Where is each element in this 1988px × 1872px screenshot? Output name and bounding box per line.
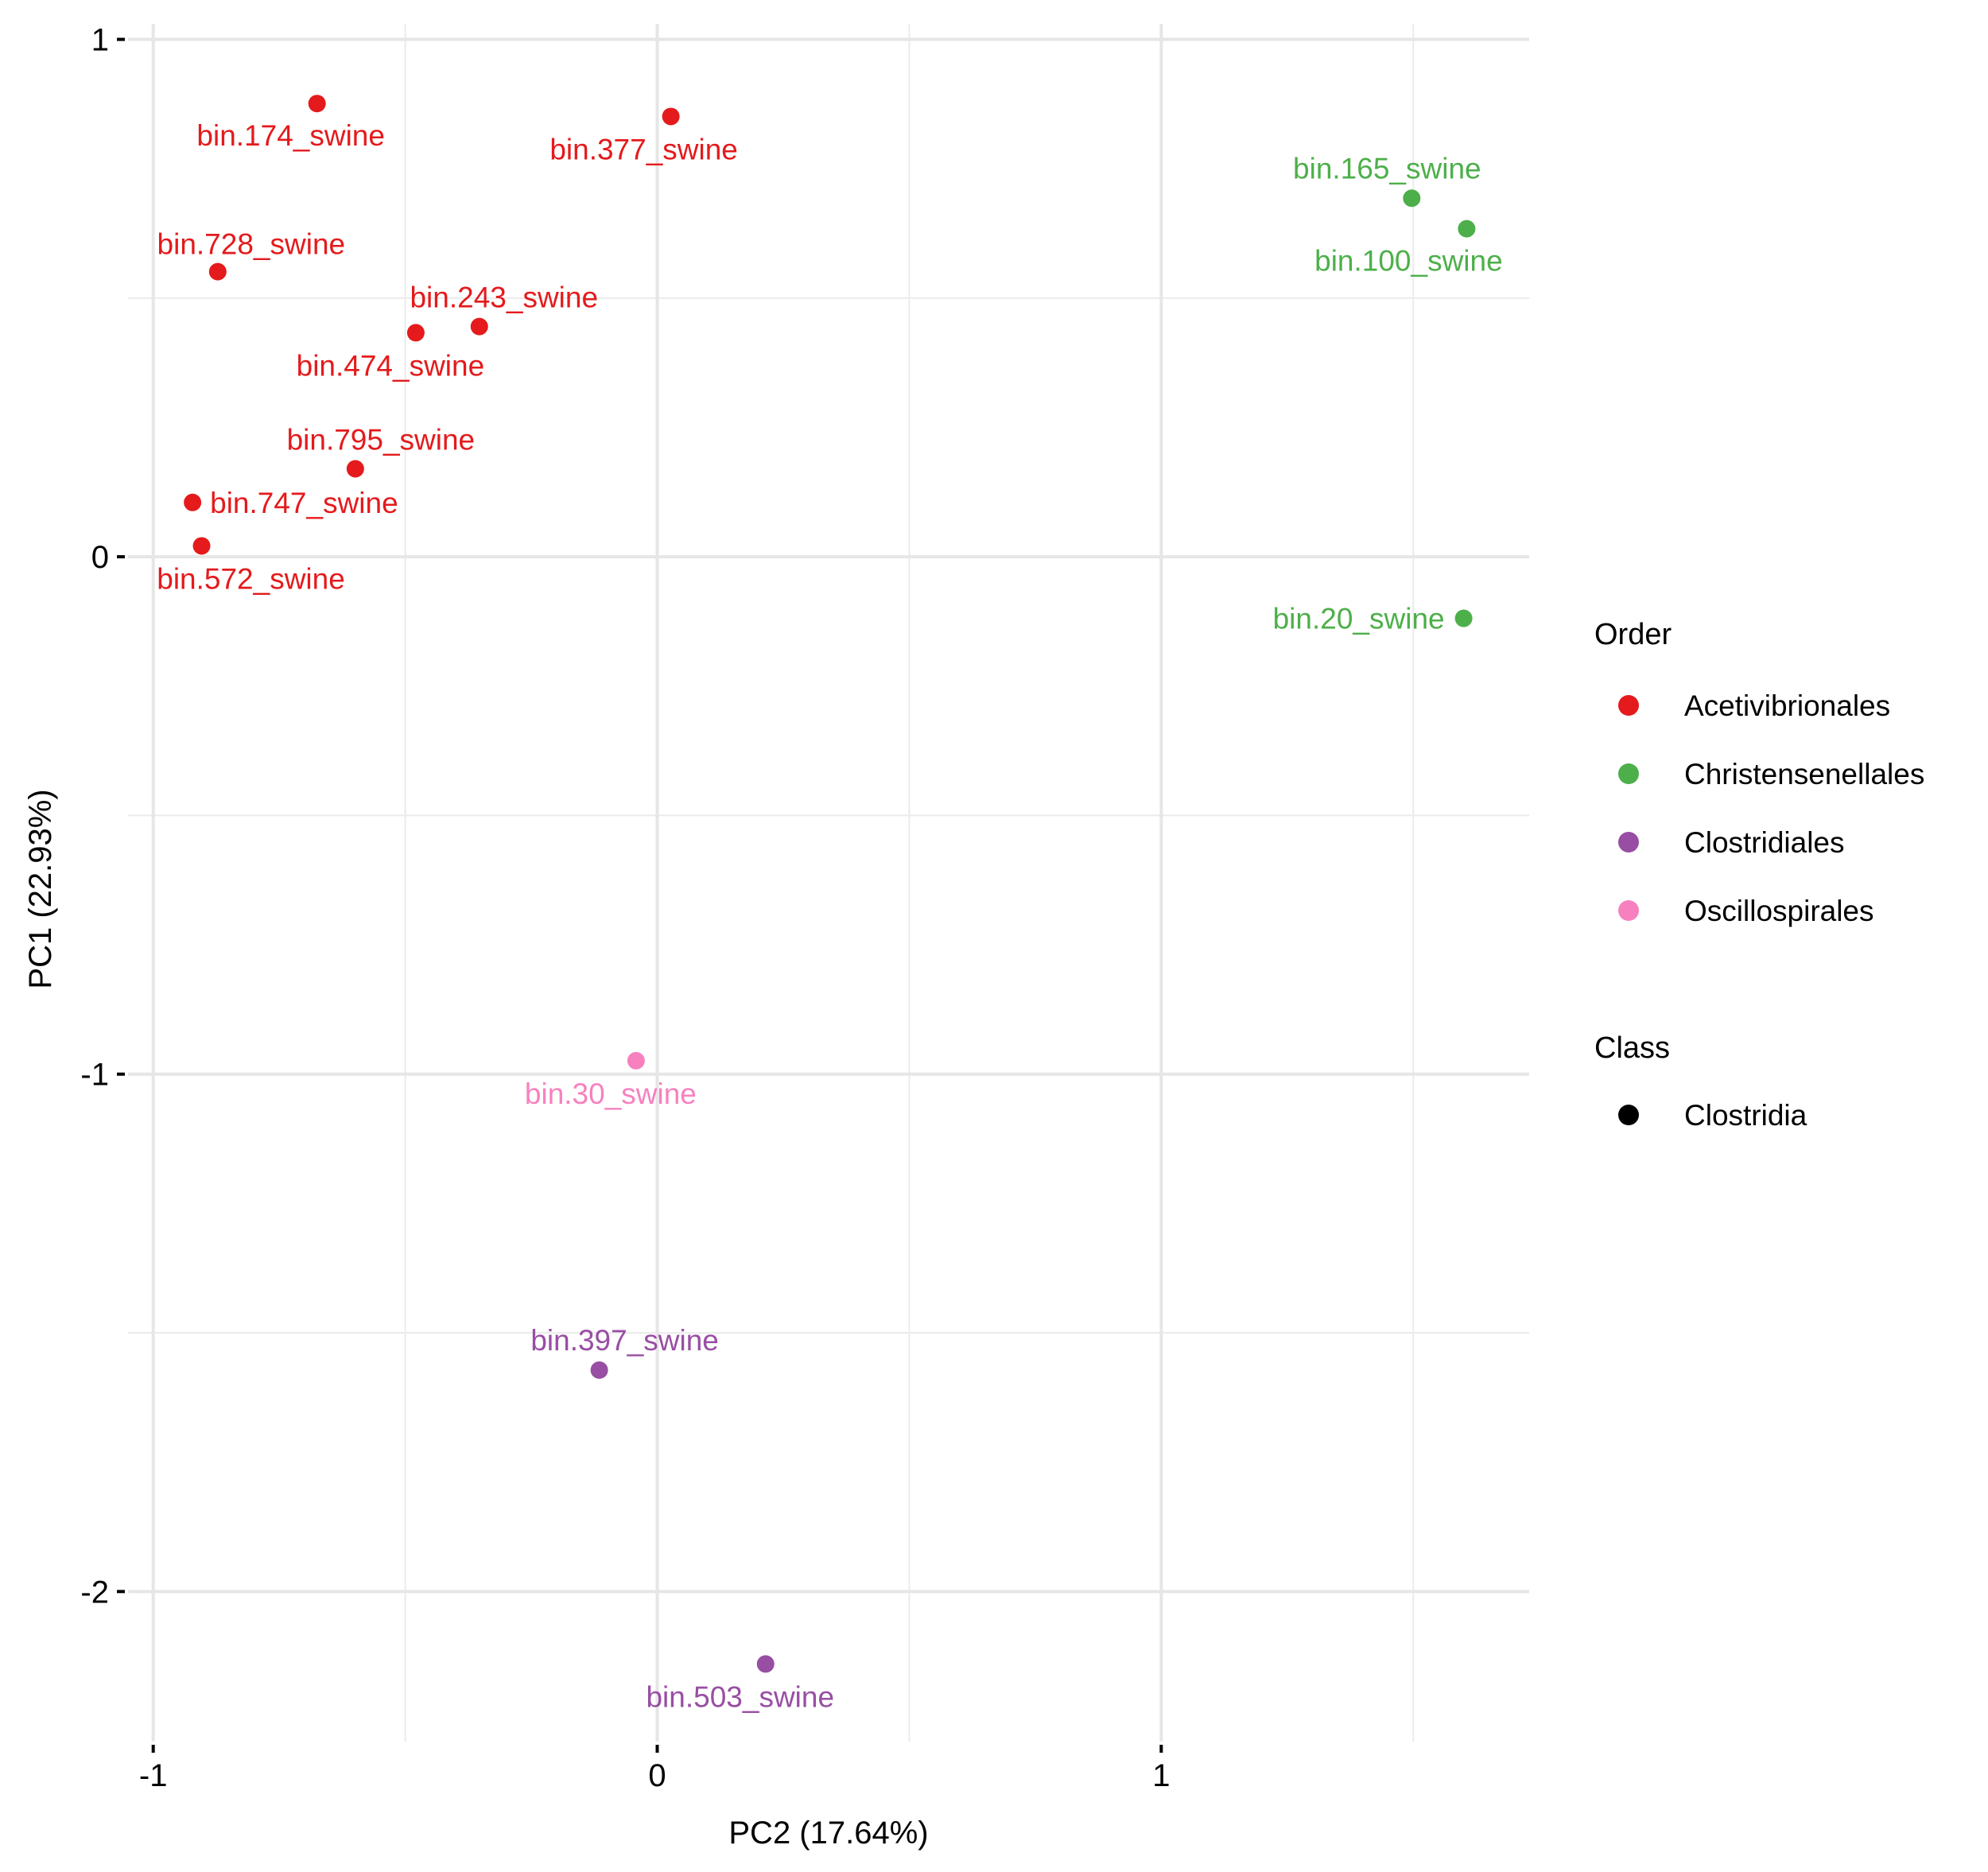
- x-tick-label: -1: [139, 1758, 168, 1793]
- y-tick-label: 1: [91, 23, 109, 58]
- point-label: bin.243_swine: [410, 282, 598, 314]
- legend-key-icon: [1618, 1105, 1639, 1125]
- legend-key-icon: [1618, 695, 1639, 716]
- point-label: bin.165_swine: [1293, 152, 1481, 184]
- data-point: [662, 107, 680, 126]
- point-label: bin.30_swine: [525, 1078, 697, 1110]
- y-axis-title: PC1 (22.93%): [23, 789, 58, 988]
- x-axis: -1 0 1: [139, 1745, 1170, 1793]
- data-points: [184, 95, 1476, 1673]
- data-point: [192, 537, 211, 555]
- legend-label: Oscillospirales: [1684, 895, 1874, 927]
- data-point: [1458, 219, 1476, 238]
- data-point: [627, 1051, 645, 1070]
- major-gridlines: [128, 24, 1529, 1742]
- data-point: [308, 95, 326, 113]
- plot-panel: bin.174_swine bin.377_swinebin.728_swineb…: [128, 24, 1529, 1742]
- point-label: bin.728_swine: [157, 228, 346, 261]
- point-label: bin.795_swine: [287, 424, 476, 456]
- data-point: [590, 1361, 608, 1379]
- legend-title: Order: [1594, 618, 1672, 651]
- point-label: bin.100_swine: [1314, 245, 1503, 278]
- point-label: bin.20_swine: [1273, 603, 1445, 635]
- data-point: [756, 1655, 775, 1673]
- x-axis-title: PC2 (17.64%): [728, 1816, 928, 1851]
- data-point: [470, 317, 488, 336]
- minor-gridlines: [128, 24, 1529, 1742]
- point-label: bin.397_swine: [530, 1324, 719, 1357]
- legend-label: Clostridiales: [1684, 826, 1845, 859]
- point-label: bin.174_swine: [196, 119, 385, 152]
- legend-key-icon: [1618, 832, 1639, 852]
- point-label: bin.377_swine: [549, 133, 738, 165]
- legend-key-icon: [1618, 900, 1639, 921]
- point-label: bin.503_swine: [646, 1680, 834, 1713]
- data-point: [1403, 189, 1421, 208]
- y-axis: 1 0 -1 -2: [80, 23, 125, 1610]
- x-tick-label: 1: [1152, 1758, 1170, 1793]
- y-tick-label: -2: [80, 1575, 109, 1610]
- y-tick-label: 0: [91, 540, 109, 575]
- point-label: bin.747_swine: [210, 487, 398, 519]
- data-point: [184, 493, 202, 511]
- legend-group-order: Order Acetivibrionales Christensenellales C…: [1594, 618, 1924, 927]
- legend-label: Christensenellales: [1684, 758, 1924, 790]
- legend: Order Acetivibrionales Christensenellales C…: [1594, 618, 1924, 1132]
- legend-label: Acetivibrionales: [1684, 689, 1890, 722]
- legend-label: Clostridia: [1684, 1099, 1807, 1132]
- data-point: [346, 460, 364, 478]
- data-point: [1454, 609, 1473, 627]
- legend-key-icon: [1618, 763, 1639, 784]
- legend-title: Class: [1594, 1031, 1670, 1065]
- data-point: [208, 262, 227, 281]
- y-tick-label: -1: [80, 1058, 109, 1093]
- point-label: bin.572_swine: [157, 562, 345, 595]
- x-tick-label: 0: [648, 1758, 666, 1793]
- legend-group-class: Class Clostridia: [1594, 1031, 1807, 1132]
- data-point: [406, 324, 425, 342]
- point-label: bin.474_swine: [297, 349, 485, 382]
- point-labels: bin.174_swine bin.377_swinebin.728_swineb…: [157, 119, 1502, 1713]
